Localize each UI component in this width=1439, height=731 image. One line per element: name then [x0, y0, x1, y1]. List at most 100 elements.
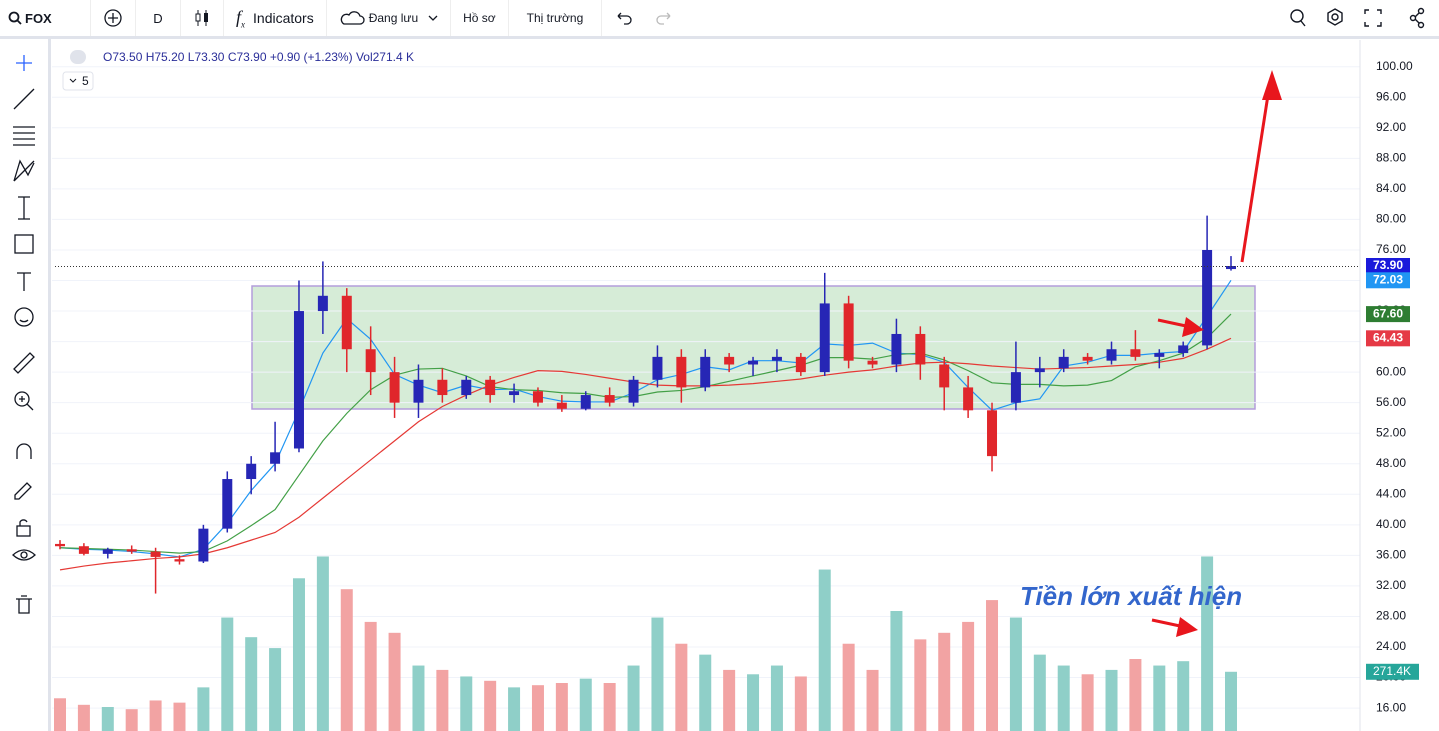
candle-body [1034, 368, 1045, 373]
drawing-toolbar [0, 39, 51, 731]
y-tick-label: 36.00 [1376, 548, 1406, 562]
candle-body [55, 543, 65, 547]
candle-body [389, 372, 400, 403]
candle-body [1058, 356, 1069, 369]
volume-bar [1225, 671, 1237, 731]
volume-bar [747, 674, 760, 731]
search-icon [8, 11, 22, 25]
volume-bar [1129, 659, 1142, 731]
arrow-head [1262, 70, 1282, 100]
annotation: Tiền lớn xuất hiện [1020, 581, 1242, 611]
y-tick-label: 28.00 [1376, 609, 1406, 623]
save-label: Đang lưu [368, 11, 419, 25]
y-tick-label: 32.00 [1376, 578, 1406, 592]
profile-button[interactable]: Hồ sơ [451, 0, 509, 36]
arrow [1151, 618, 1181, 628]
range-box [251, 285, 1256, 410]
arrow-head [1176, 617, 1198, 637]
undo-redo[interactable] [602, 0, 686, 36]
indicators-label: Indicators [253, 10, 314, 26]
volume-bar [770, 665, 783, 731]
volume-bar [101, 707, 114, 731]
candle-body [963, 387, 974, 411]
compare-button[interactable] [91, 0, 136, 36]
volume-bar [388, 632, 401, 731]
volume-label-bg [1366, 663, 1419, 680]
y-tick-label: 88.00 [1376, 151, 1406, 165]
candle-body [580, 395, 591, 409]
volume-bar [1105, 669, 1118, 731]
volume-bar [986, 600, 999, 731]
candle-body [1106, 349, 1117, 361]
candle-body [867, 360, 878, 365]
candle-body [198, 528, 209, 562]
candle-body [293, 311, 304, 449]
indicators-button[interactable]: fx Indicators [224, 0, 327, 36]
volume-bar [1081, 674, 1094, 731]
candle-body [700, 356, 711, 388]
y-tick-label: 96.00 [1376, 89, 1406, 103]
chart-type[interactable] [181, 0, 224, 36]
indicator-collapse[interactable] [62, 71, 94, 91]
plus-icon [104, 9, 122, 27]
symbol-search[interactable]: FOX [0, 0, 91, 36]
volume-bar [818, 569, 831, 731]
price-label: 64.43 [1373, 330, 1403, 344]
candle-body [1202, 249, 1213, 346]
candle-body [150, 551, 161, 557]
candle-body [1226, 266, 1236, 270]
volume-bar [364, 621, 377, 731]
volume-bar [508, 687, 521, 731]
candle-body [939, 364, 950, 388]
candle-body [771, 356, 782, 361]
y-tick-label: 40.00 [1376, 517, 1406, 531]
legend-low: L73.30 [188, 50, 225, 64]
candle-body [1154, 353, 1165, 357]
volume-bar [1033, 654, 1046, 731]
candle-body [915, 333, 926, 365]
candle-body [604, 395, 615, 403]
y-tick-label: 64.00 [1376, 334, 1406, 348]
y-tick-label: 48.00 [1376, 456, 1406, 470]
candle-body [78, 546, 89, 554]
svg-text:O73.50 H75.20 L73.30 C73.90 +0: O73.50 H75.20 L73.30 C73.90 +0.90 (+1.23… [103, 50, 414, 64]
candle-body [628, 379, 639, 403]
candle-body [102, 549, 113, 554]
volume-bar [125, 709, 138, 731]
candle-body [1130, 349, 1141, 357]
volume-bar [579, 678, 592, 731]
candle-icon [195, 10, 208, 26]
legend-volume: Vol271.4 K [356, 50, 414, 64]
volume-bar [699, 654, 712, 731]
undo-redo-icons [617, 12, 671, 25]
candle-body [819, 303, 830, 373]
price-label-bg [1366, 272, 1410, 289]
right-tools[interactable] [1279, 6, 1439, 30]
y-tick-label: 100.00 [1376, 59, 1413, 73]
legend-toggle[interactable] [70, 50, 86, 64]
market-button[interactable]: Thị trường [509, 0, 603, 36]
volume-bar [866, 669, 879, 731]
candle-body [365, 349, 376, 373]
volume-bar [1201, 556, 1214, 731]
price-label-bg [1366, 258, 1410, 275]
volume-bar [675, 643, 688, 731]
candle-body [748, 360, 759, 365]
y-tick-label: 68.00 [1376, 303, 1406, 317]
chevron [69, 78, 77, 83]
interval[interactable]: D [136, 0, 181, 36]
volume-bar [723, 669, 736, 731]
price-label-bg [1366, 306, 1410, 323]
save-button[interactable]: Đang lưu [327, 0, 452, 36]
up-arrow [1240, 94, 1270, 263]
y-tick-label: 52.00 [1376, 425, 1406, 439]
volume-bar [245, 637, 258, 731]
volume-bar [292, 578, 305, 731]
y-tick-label: 16.00 [1376, 700, 1406, 714]
y-tick-label: 80.00 [1376, 212, 1406, 226]
y-tick-label: 72.00 [1376, 273, 1406, 287]
drawing-tools[interactable] [0, 39, 48, 639]
chevron [428, 15, 438, 21]
candle-body [891, 333, 902, 365]
